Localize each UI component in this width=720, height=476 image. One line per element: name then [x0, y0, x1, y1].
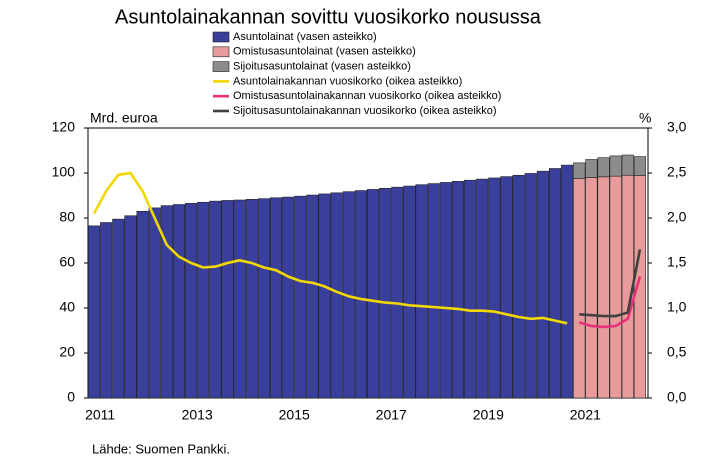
legend-swatch: [212, 46, 230, 58]
bar: [112, 218, 125, 399]
bar: [148, 207, 161, 399]
line: [578, 276, 642, 329]
bar: [403, 185, 416, 399]
bar: [573, 162, 586, 179]
y2-tick-label: 3,0: [667, 119, 687, 135]
bar: [597, 176, 610, 399]
x-tick-label: 2013: [182, 407, 213, 423]
bar: [488, 177, 501, 399]
bar: [536, 170, 549, 399]
y2-axis-label: %: [639, 110, 651, 126]
legend-label: Asuntolainakannan vuosikorko (oikea aste…: [233, 75, 462, 87]
y-tick-label: 40: [59, 299, 75, 315]
bar: [124, 215, 137, 399]
bar: [561, 164, 574, 399]
bar: [197, 201, 210, 399]
bar: [185, 203, 198, 399]
x-tick-label: 2015: [279, 407, 310, 423]
bar: [330, 192, 343, 399]
y-tick-label: 80: [59, 209, 75, 225]
bar: [100, 222, 113, 399]
bar: [354, 190, 367, 399]
bar: [282, 196, 295, 399]
bar: [415, 184, 428, 399]
bar: [585, 159, 598, 178]
bar: [221, 200, 234, 399]
bar: [609, 175, 622, 399]
legend-label: Asuntolainat (vasen asteikko): [233, 31, 377, 43]
y-tick-label: 100: [52, 164, 76, 180]
bar: [233, 199, 246, 399]
x-tick-label: 2011: [85, 407, 115, 423]
y2-tick-label: 0,5: [667, 344, 687, 360]
bar: [160, 205, 173, 399]
source: Lähde: Suomen Pankki.: [92, 441, 230, 456]
y2-tick-label: 2,0: [667, 209, 687, 225]
x-tick-label: 2021: [570, 407, 601, 423]
bar: [633, 156, 646, 176]
y-axis-label: Mrd. euroa: [90, 110, 158, 126]
bar: [306, 194, 319, 399]
x-tick-label: 2017: [376, 407, 407, 423]
bar: [573, 178, 586, 399]
line: [579, 249, 642, 318]
bar: [427, 183, 440, 399]
y-tick-label: 0: [67, 389, 75, 405]
bar: [294, 195, 307, 399]
bar: [269, 197, 283, 399]
chart-title: Asuntolainakannan sovittu vuosikorko nou…: [115, 6, 542, 28]
bar: [464, 179, 477, 399]
bar: [172, 204, 186, 399]
legend-swatch: [212, 61, 230, 72]
bar: [476, 178, 489, 399]
bar: [500, 176, 513, 399]
bar: [136, 210, 149, 399]
bar: [597, 157, 610, 178]
bar: [318, 193, 331, 399]
y-tick-label: 60: [59, 254, 75, 270]
legend-label: Omistusasuntolainakannan vuosikorko (oik…: [233, 90, 501, 102]
x-tick-label: 2019: [473, 407, 504, 423]
bar: [524, 173, 537, 399]
bar: [609, 155, 622, 177]
bar: [621, 154, 634, 176]
bar: [451, 181, 465, 399]
legend-label: Omistusasuntolainat (vasen asteikko): [233, 46, 416, 58]
legend-label: Sijoitusasuntolainat (vasen asteikko): [233, 61, 411, 73]
bar: [512, 174, 525, 399]
y2-tick-label: 1,5: [667, 254, 687, 270]
y-tick-label: 20: [59, 344, 75, 360]
bar: [88, 225, 101, 399]
y2-tick-label: 2,5: [667, 164, 687, 180]
legend-swatch: [212, 31, 230, 43]
y2-tick-label: 1,0: [667, 299, 687, 315]
legend-label: Sijoitusasuntolainakannan vuosikorko (oi…: [233, 105, 497, 117]
bar: [379, 188, 392, 399]
bar: [366, 189, 380, 399]
bar: [209, 200, 222, 399]
y-tick-label: 120: [52, 119, 76, 135]
bar: [391, 186, 404, 399]
line: [92, 171, 568, 325]
bar: [257, 198, 270, 399]
bar: [548, 168, 562, 399]
bar: [585, 177, 598, 399]
bar: [245, 199, 258, 399]
bar: [439, 182, 452, 399]
y2-tick-label: 0,0: [667, 389, 687, 405]
